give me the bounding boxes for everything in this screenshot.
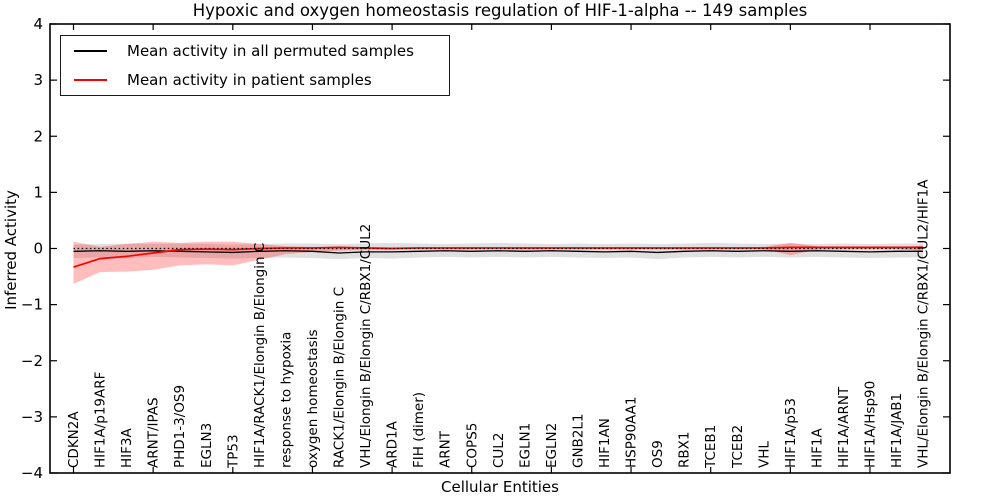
y-tick-label: −4 (21, 464, 43, 482)
legend-entry-patient: Mean activity in patient samples (61, 66, 449, 94)
x-tick-label: ARNT (438, 430, 454, 468)
patient-mean-line (73, 246, 924, 268)
x-tick-label: VHL/Elongin B/Elongin C/RBX1/CUL2/HIF1A (916, 179, 932, 468)
x-tick-label: RACK1/Elongin B/Elongin C (332, 287, 348, 468)
y-axis-title: Inferred Activity (2, 190, 20, 310)
legend: Mean activity in all permuted samples Me… (60, 35, 450, 96)
permuted-mean-line (73, 250, 924, 254)
x-tick-label: OS9 (650, 440, 666, 468)
y-tick-label: 3 (33, 71, 43, 89)
x-tick-label: EGLN2 (544, 423, 560, 468)
x-tick-label: HIF3A (119, 428, 135, 468)
x-tick-label: COPS5 (464, 423, 480, 468)
y-tick-label: 2 (33, 127, 43, 145)
y-tick-label: −1 (21, 296, 43, 314)
plot-frame (49, 23, 951, 474)
x-tick-label: HSP90AA1 (624, 397, 640, 468)
x-tick-label: TCEB1 (703, 425, 719, 469)
x-tick-label: VHL/Elongin B/Elongin C/RBX1/CUL2 (358, 224, 374, 468)
legend-line-sample-black (74, 50, 107, 52)
x-tick-label: ARD1A (385, 420, 401, 468)
legend-line-sample-red (74, 79, 107, 81)
x-tick-label: GNB2L1 (570, 413, 586, 468)
x-tick-label: HIF1A/RACK1/Elongin B/Elongin C (252, 243, 268, 468)
patient-band (73, 241, 924, 284)
x-tick-label: EGLN1 (517, 423, 533, 468)
x-tick-label: TP53 (225, 434, 241, 469)
x-tick-label: ARNT/IPAS (146, 397, 162, 468)
y-tick-label: 4 (33, 15, 43, 33)
y-tick-label: −2 (21, 352, 43, 370)
legend-entry-permuted: Mean activity in all permuted samples (61, 37, 449, 65)
legend-label: Mean activity in patient samples (127, 71, 372, 89)
x-tick-label: PHD1-3/OS9 (172, 385, 188, 468)
y-tick-label: 1 (33, 183, 43, 201)
legend-label: Mean activity in all permuted samples (127, 42, 414, 60)
x-tick-label: TCEB2 (730, 425, 746, 469)
chart-title: Hypoxic and oxygen homeostasis regulatio… (192, 1, 808, 20)
y-tick-label: 0 (33, 240, 43, 258)
x-tick-label: FIH (dimer) (411, 392, 427, 468)
x-tick-label: CDKN2A (66, 411, 82, 468)
x-axis-title: Cellular Entities (441, 478, 559, 496)
x-tick-label: HIF1A/p19ARF (93, 372, 109, 468)
x-tick-label: CUL2 (491, 433, 507, 468)
x-tick-label: oxygen homeostasis (305, 330, 321, 469)
x-tick-label: VHL (756, 441, 772, 468)
x-tick-label: HIF1AN (597, 418, 613, 468)
x-tick-label: HIF1A/p53 (783, 398, 799, 468)
x-tick-label: HIF1A (809, 428, 825, 468)
x-tick-label: HIF1A/JAB1 (889, 393, 905, 468)
x-tick-label: HIF1A/Hsp90 (863, 381, 879, 468)
x-tick-label: HIF1A/ARNT (836, 386, 852, 468)
y-tick-label: −3 (21, 408, 43, 426)
x-tick-label: RBX1 (677, 432, 693, 468)
x-tick-label: EGLN3 (199, 423, 215, 468)
x-tick-label: response to hypoxia (278, 332, 294, 468)
